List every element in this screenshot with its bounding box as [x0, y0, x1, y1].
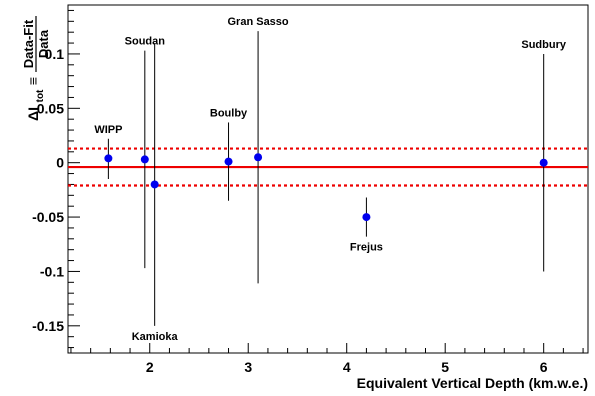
y-tick-label: 0 — [56, 155, 64, 171]
point-frejus — [362, 213, 371, 222]
point-label-gran-sasso: Gran Sasso — [228, 16, 289, 28]
x-tick-label: 3 — [244, 359, 252, 375]
y-tick-label: -0.05 — [32, 209, 64, 225]
point-boulby — [224, 157, 233, 166]
x-axis-title: Equivalent Vertical Depth (km.w.e.) — [357, 375, 588, 391]
y-axis-denominator: Data — [36, 29, 51, 58]
x-tick-label: 6 — [540, 359, 548, 375]
y-axis-subscript: tot — [35, 89, 46, 102]
point-gran-sasso — [254, 153, 263, 162]
point-label-sudbury: Sudbury — [521, 39, 566, 51]
point-label-soudan: Soudan — [125, 36, 166, 48]
y-tick-label: -0.15 — [32, 318, 64, 334]
reference-lines — [68, 147, 588, 187]
x-tick-label: 2 — [146, 359, 154, 375]
y-axis-delta: ΔI — [25, 107, 41, 121]
point-wipp — [104, 154, 113, 163]
point-soudan — [140, 155, 149, 164]
y-tick-label: 0.05 — [37, 100, 64, 116]
x-tick-label: 4 — [343, 359, 351, 375]
y-tick-label: 0.1 — [45, 46, 65, 62]
point-label-boulby: Boulby — [210, 107, 248, 119]
y-axis-numerator: Data-Fit — [21, 19, 36, 68]
point-label-wipp: WIPP — [94, 124, 122, 136]
point-sudbury — [539, 158, 548, 167]
y-tick-label: -0.1 — [40, 263, 64, 279]
y-axis-title: ΔI tot ≡ Data-Fit Data — [21, 16, 51, 121]
point-kamioka — [150, 180, 159, 189]
plot-frame — [67, 4, 589, 354]
ticks — [68, 9, 584, 353]
point-label-kamioka: Kamioka — [132, 331, 179, 343]
x-tick-label: 5 — [441, 359, 449, 375]
y-axis-equiv: ≡ — [25, 77, 41, 85]
point-label-frejus: Frejus — [350, 242, 383, 254]
tick-labels: -0.15 -0.1 -0.05 0 0.05 0.1 2 3 4 5 6 — [32, 46, 548, 375]
data-points: WIPP Soudan Kamioka Boulby Gran Sasso Frejus S… — [94, 16, 567, 343]
